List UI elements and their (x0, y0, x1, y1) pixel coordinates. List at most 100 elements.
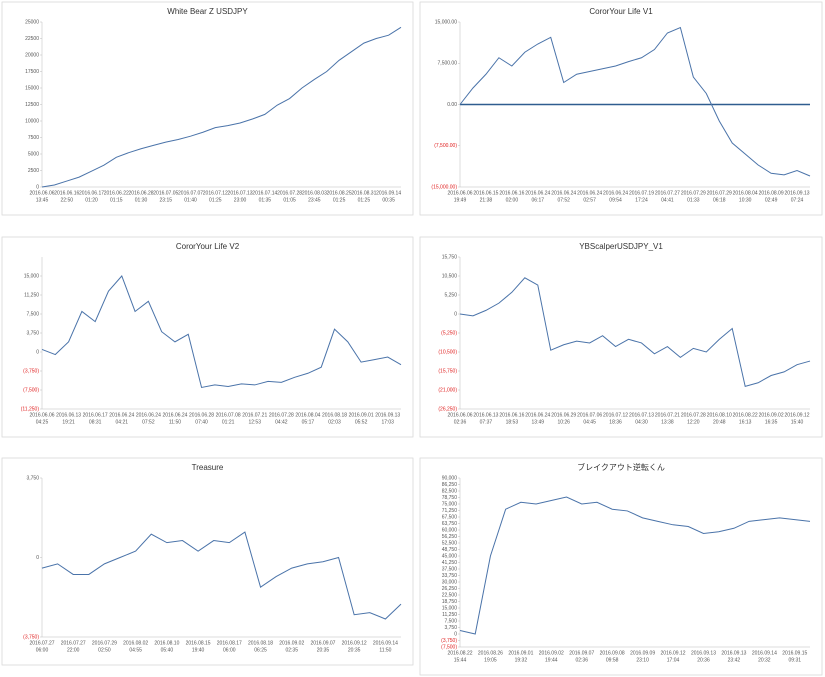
x-tick-label: 2016.06.17 (83, 412, 108, 418)
x-tick-time: 07:37 (480, 419, 493, 425)
x-tick-time: 22:50 (61, 197, 74, 203)
y-tick-label: (15,750) (438, 368, 457, 374)
x-tick-label: 2016.09.02 (759, 412, 784, 418)
y-tick-label: 3,750 (26, 330, 39, 336)
y-tick-label: 45,000 (442, 553, 458, 559)
y-tick-label: 15000 (25, 85, 39, 91)
x-tick-time: 13:49 (532, 419, 545, 425)
x-tick-time: 07:52 (557, 197, 570, 203)
y-tick-label: 82,500 (442, 488, 458, 494)
y-tick-label: 7500 (28, 135, 39, 141)
chart-title: CororYour Life V1 (589, 7, 653, 16)
x-tick-time: 04:21 (116, 419, 129, 425)
x-tick-time: 11:50 (379, 647, 391, 653)
y-tick-label: 11,250 (24, 292, 39, 298)
x-tick-label: 2016.09.13 (785, 190, 810, 196)
x-tick-label: 2016.08.02 (123, 640, 148, 646)
x-tick-time: 23:00 (234, 197, 247, 203)
x-tick-time: 20:36 (697, 657, 710, 663)
y-tick-label: 63,750 (442, 521, 458, 527)
x-tick-time: 20:32 (758, 657, 771, 663)
x-tick-label: 2016.09.13 (375, 412, 400, 418)
y-tick-label: 22500 (25, 36, 39, 42)
x-tick-label: 2016.09.07 (310, 640, 335, 646)
x-tick-time: 10:26 (557, 419, 570, 425)
y-tick-label: 5000 (28, 151, 39, 157)
x-tick-time: 09:54 (609, 197, 622, 203)
x-tick-time: 23:10 (636, 657, 649, 663)
chart-title: Treasure (192, 463, 224, 472)
x-tick-label: 2016.09.12 (661, 650, 686, 656)
x-tick-time: 02:00 (506, 197, 519, 203)
x-tick-label: 2016.09.09 (630, 650, 655, 656)
x-tick-time: 21:38 (480, 197, 493, 203)
x-tick-label: 2016.06.24 (525, 412, 550, 418)
x-tick-time: 20:48 (713, 419, 726, 425)
x-tick-time: 01:25 (358, 197, 371, 203)
x-tick-time: 06:00 (223, 647, 236, 653)
y-tick-label: (11,250) (21, 406, 40, 412)
y-tick-label: 30,000 (442, 579, 458, 585)
x-tick-time: 09:31 (789, 657, 802, 663)
x-tick-label: 2016.08.09 (759, 190, 784, 196)
x-tick-time: 01:30 (135, 197, 148, 203)
y-tick-label: 37,500 (442, 566, 458, 572)
x-tick-label: 2016.06.13 (56, 412, 81, 418)
x-tick-label: 2016.08.04 (295, 412, 320, 418)
y-tick-label: 7,500.00 (438, 61, 458, 67)
x-tick-label: 2016.09.02 (539, 650, 564, 656)
x-tick-label: 2016.07.27 (61, 640, 86, 646)
x-tick-time: 02:49 (765, 197, 778, 203)
x-tick-label: 2016.08.31 (351, 190, 376, 196)
y-tick-label: 60,000 (442, 527, 458, 533)
x-tick-label: 2016.09.02 (279, 640, 304, 646)
y-tick-label: 86,250 (442, 482, 458, 488)
x-tick-label: 2016.07.12 (203, 190, 228, 196)
x-tick-label: 2016.09.12 (785, 412, 810, 418)
x-tick-label: 2016.09.07 (569, 650, 594, 656)
x-tick-time: 04:42 (275, 419, 288, 425)
y-tick-label: 10000 (25, 118, 39, 124)
x-tick-time: 23:42 (728, 657, 741, 663)
panel (419, 457, 823, 676)
x-tick-time: 20:35 (317, 647, 330, 653)
x-tick-label: 2016.06.24 (136, 412, 161, 418)
x-tick-label: 2016.08.04 (733, 190, 758, 196)
x-tick-label: 2016.09.01 (508, 650, 533, 656)
x-tick-time: 17:24 (635, 197, 648, 203)
y-tick-label: (21,000) (438, 387, 457, 393)
x-tick-label: 2016.06.29 (551, 412, 576, 418)
y-tick-label: 75,000 (442, 501, 458, 507)
x-tick-time: 01:33 (687, 197, 700, 203)
x-tick-time: 07:40 (195, 419, 208, 425)
y-tick-label: 0 (36, 349, 39, 355)
x-tick-time: 04:55 (129, 647, 142, 653)
x-tick-time: 19:40 (192, 647, 205, 653)
y-tick-label: 17500 (25, 69, 39, 75)
y-tick-label: (15,000.00) (431, 184, 457, 190)
x-tick-time: 06:17 (532, 197, 545, 203)
x-tick-time: 08:31 (89, 419, 102, 425)
x-tick-label: 2016.06.24 (551, 190, 576, 196)
y-tick-label: 15,000 (24, 273, 40, 279)
x-tick-time: 13:45 (36, 197, 49, 203)
x-tick-label: 2016.06.15 (473, 190, 498, 196)
x-tick-label: 2016.09.15 (782, 650, 807, 656)
x-tick-label: 2016.06.24 (525, 190, 550, 196)
x-tick-time: 15:40 (791, 419, 804, 425)
chart-title: ブレイクアウト逆転くん (577, 462, 665, 472)
x-tick-time: 19:21 (62, 419, 75, 425)
y-tick-label: 7,500 (444, 618, 457, 624)
x-tick-label: 2016.08.10 (707, 412, 732, 418)
x-tick-label: 2016.09.01 (349, 412, 374, 418)
y-tick-label: (3,750) (23, 634, 39, 640)
y-tick-label: 7,500 (26, 311, 39, 317)
series-line (41, 531, 402, 620)
x-tick-time: 20:35 (348, 647, 361, 653)
y-tick-label: 0 (36, 555, 39, 561)
y-tick-label: 18,750 (442, 599, 458, 605)
y-tick-label: (5,250) (441, 330, 457, 336)
y-tick-label: 33,750 (442, 573, 458, 579)
x-tick-time: 06:25 (254, 647, 267, 653)
x-tick-label: 2016.07.12 (603, 412, 628, 418)
